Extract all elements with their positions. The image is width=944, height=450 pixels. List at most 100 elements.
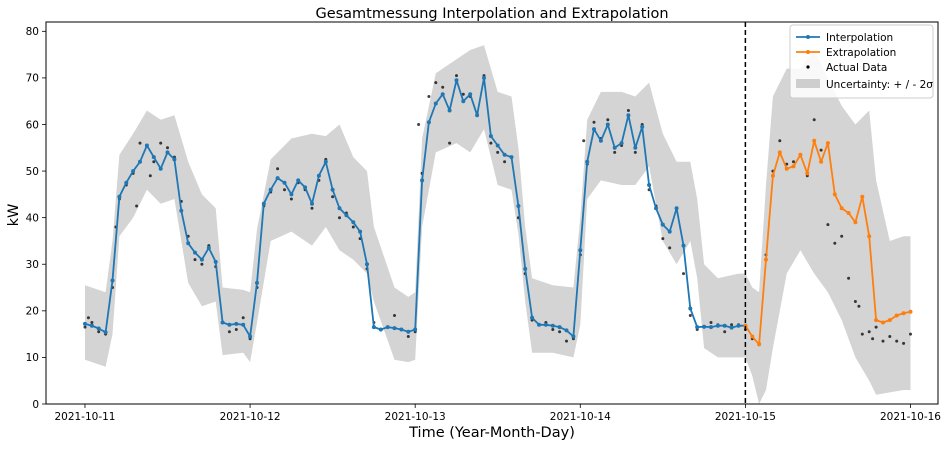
actual-data-point xyxy=(871,337,875,341)
interpolation-point xyxy=(378,327,383,332)
interpolation-point xyxy=(351,220,356,225)
interpolation-point xyxy=(482,75,486,80)
interpolation-point xyxy=(495,143,500,148)
extrapolation-point xyxy=(791,164,796,169)
extrapolation-point xyxy=(812,138,817,143)
interpolation-point xyxy=(248,334,253,339)
chart-title: Gesamtmessung Interpolation and Extrapol… xyxy=(315,6,668,22)
actual-data-point xyxy=(874,325,878,329)
y-tick-label: 10 xyxy=(26,352,39,364)
interpolation-point xyxy=(420,178,425,183)
actual-data-point xyxy=(592,120,596,124)
actual-data-point xyxy=(833,241,837,245)
actual-data-point xyxy=(613,150,617,154)
extrapolation-point xyxy=(805,171,810,176)
interpolation-point xyxy=(268,187,273,192)
y-tick-label: 70 xyxy=(26,73,39,85)
interpolation-point xyxy=(365,262,369,267)
y-axis-label: kW xyxy=(6,204,22,227)
extrapolation-point xyxy=(839,206,844,211)
interpolation-point xyxy=(592,127,596,132)
interpolation-point xyxy=(241,322,246,327)
extrapolation-point xyxy=(860,194,865,199)
extrapolation-point xyxy=(757,342,762,347)
uncertainty-band xyxy=(85,45,911,404)
interpolation-point xyxy=(605,122,610,127)
y-tick-label: 60 xyxy=(26,119,39,131)
actual-data-point xyxy=(152,160,156,164)
actual-data-point xyxy=(853,300,857,303)
interpolation-point xyxy=(110,278,115,283)
extrapolation-point xyxy=(901,311,906,316)
interpolation-point xyxy=(399,327,404,332)
x-tick-label: 2021-10-13 xyxy=(385,411,446,423)
interpolation-point xyxy=(296,178,301,183)
interpolation-point xyxy=(344,213,349,218)
actual-data-point xyxy=(427,95,431,98)
actual-data-point xyxy=(234,328,238,331)
actual-data-point xyxy=(351,225,355,229)
interpolation-point xyxy=(96,326,101,331)
actual-data-point xyxy=(241,316,245,320)
x-tick-label: 2021-10-15 xyxy=(715,411,776,423)
interpolation-point xyxy=(199,257,204,262)
interpolation-point xyxy=(578,248,583,253)
actual-data-point xyxy=(819,148,823,152)
extrapolation-point xyxy=(853,220,858,225)
actual-data-point xyxy=(888,335,892,338)
interpolation-point xyxy=(255,280,259,285)
y-tick-label: 40 xyxy=(26,212,39,224)
interpolation-point xyxy=(702,324,707,329)
actual-data-point xyxy=(792,160,795,164)
interpolation-point xyxy=(172,157,177,162)
actual-data-point xyxy=(688,314,692,317)
actual-data-point xyxy=(417,123,421,126)
interpolation-point xyxy=(633,145,638,150)
interpolation-point xyxy=(530,315,535,320)
interpolation-point xyxy=(220,320,225,325)
interpolation-point xyxy=(502,152,507,157)
extrapolation-point xyxy=(743,323,748,328)
interpolation-point xyxy=(310,201,314,206)
interpolation-point xyxy=(303,185,308,190)
actual-data-point xyxy=(558,330,562,334)
actual-data-point xyxy=(857,304,861,308)
axes-frame xyxy=(45,21,939,405)
extrapolation-point xyxy=(770,173,775,178)
interpolation-point xyxy=(83,321,87,326)
legend-item-extrapolation: Extrapolation xyxy=(796,47,896,59)
extrapolation-point xyxy=(764,257,768,262)
actual-data-point xyxy=(881,339,885,343)
interpolation-point xyxy=(440,92,445,97)
legend-uncertainty-swatch xyxy=(796,79,820,88)
legend-uncertainty-label: Uncertainty: + / - 2σ xyxy=(826,79,933,91)
x-tick-label: 2021-10-14 xyxy=(550,411,611,423)
extrapolation-point xyxy=(798,152,803,157)
interpolation-point xyxy=(358,229,363,234)
interpolation-point xyxy=(151,155,156,160)
interpolation-point xyxy=(550,323,555,328)
interpolation-point xyxy=(144,143,149,148)
interpolation-point xyxy=(729,325,734,330)
actual-data-point xyxy=(331,195,335,199)
interpolation-point xyxy=(674,206,679,211)
interpolation-point xyxy=(722,323,727,328)
actual-data-point xyxy=(840,234,844,238)
actual-data-point xyxy=(200,262,204,266)
interpolation-point xyxy=(426,120,431,125)
y-tick-label: 50 xyxy=(26,166,39,178)
interpolation-point xyxy=(523,266,528,271)
y-tick-label: 0 xyxy=(32,399,39,411)
legend-extrapolation-marker xyxy=(806,50,810,54)
interpolation-point xyxy=(227,322,232,327)
legend-interpolation-marker xyxy=(806,35,810,39)
interpolation-point xyxy=(688,306,693,311)
uncertainty-band-layer xyxy=(85,45,911,404)
actual-data-point xyxy=(626,109,630,112)
legend: Interpolation Extrapolation Actual Data … xyxy=(789,24,934,99)
interpolation-point xyxy=(585,159,590,164)
actual-data-point xyxy=(148,174,152,178)
interpolation-point xyxy=(667,229,672,234)
